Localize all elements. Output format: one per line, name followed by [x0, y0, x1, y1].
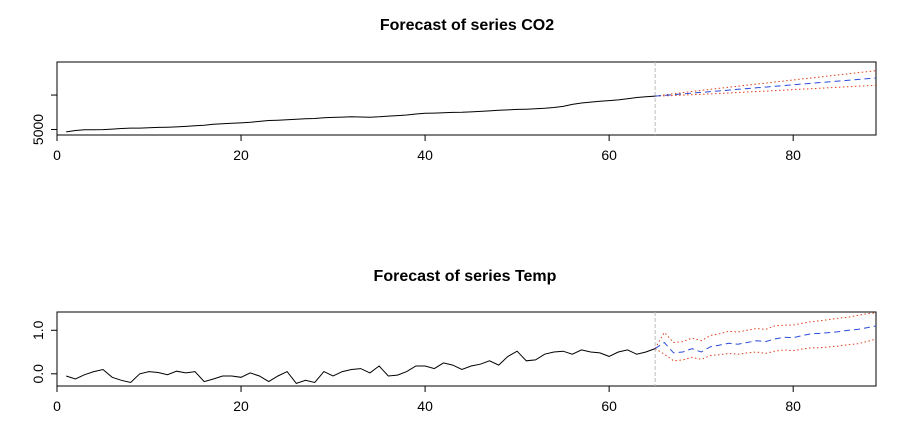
co2-observed-line	[66, 95, 656, 133]
temp-x-tick-label-2: 40	[417, 398, 433, 414]
co2-forecast-panel: Forecast of series CO2 0 20 40 60 80 5000	[30, 17, 877, 163]
temp-y-tick-label-1: 1.0	[30, 320, 46, 340]
temp-x-tick-label-1: 20	[233, 398, 249, 414]
temp-x-tick-label-3: 60	[601, 398, 617, 414]
co2-lower-bound-line	[655, 84, 877, 97]
co2-forecast-mean-line	[655, 77, 877, 97]
temp-plot-marks: 0 20 40 60 80 0.0 1.0	[30, 312, 877, 414]
co2-x-tick-label-1: 20	[233, 147, 249, 163]
temp-y-tick-label-0: 0.0	[30, 364, 46, 384]
co2-x-tick-label-0: 0	[53, 147, 61, 163]
temp-plot-frame	[56, 311, 877, 387]
co2-x-tick-label-3: 60	[601, 147, 617, 163]
temp-x-tick-label-4: 80	[785, 398, 801, 414]
temp-observed-line	[66, 348, 656, 384]
co2-chart-title: Forecast of series CO2	[380, 17, 554, 34]
temp-forecast-panel: Forecast of series Temp 0 20 40 60 80 0.0 1.0	[30, 268, 877, 414]
co2-plot-marks: 0 20 40 60 80 5000	[30, 62, 877, 163]
co2-upper-bound-line	[655, 70, 877, 97]
temp-chart-title: Forecast of series Temp	[374, 268, 557, 285]
co2-x-tick-label-2: 40	[417, 147, 433, 163]
temp-lower-bound-line	[654, 338, 877, 362]
co2-y-tick-label-0: 5000	[30, 114, 46, 145]
temp-forecast-mean-line	[654, 325, 877, 354]
co2-plot-frame	[56, 61, 877, 136]
temp-x-tick-label-0: 0	[53, 398, 61, 414]
co2-x-tick-label-4: 80	[785, 147, 801, 163]
temp-upper-bound-line	[654, 312, 877, 349]
